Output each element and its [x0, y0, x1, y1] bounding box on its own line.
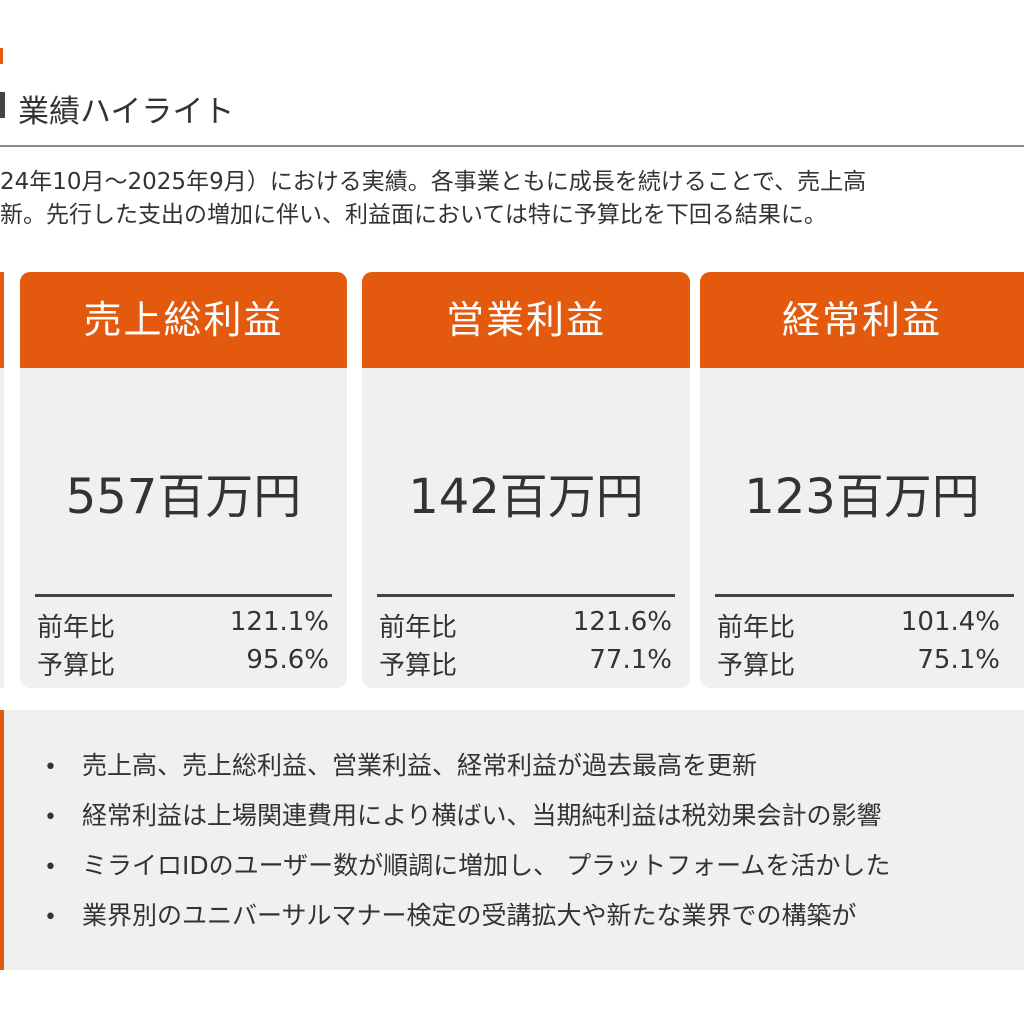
intro-line-1: 24年10月～2025年9月）における実績。各事業ともに成長を続けることで、売上… [0, 169, 867, 195]
budget-value: 95.6% [246, 645, 329, 675]
bullet-icon: • [44, 905, 57, 930]
notes-accent-bar [0, 710, 4, 970]
yoy-label: 前年比 [717, 613, 796, 643]
card-title: 営業利益 [362, 272, 690, 368]
metric-card-ordinary-profit: 経常利益 123百万円 前年比 101.4% 予算比 75.1% [700, 272, 1024, 688]
list-item: • 売上高、売上総利益、営業利益、経常利益が過去最高を更新 [44, 751, 758, 780]
yoy-value: 101.4% [900, 607, 1000, 637]
accent-mark [0, 48, 3, 64]
card-value: 123百万円 [744, 469, 980, 525]
yoy-value: 121.6% [572, 607, 672, 637]
metric-card-gross-profit: 売上総利益 557百万円 前年比 121.1% 予算比 95.6% [20, 272, 347, 688]
card-title: 経常利益 [700, 272, 1024, 368]
cut-off-card-edge [0, 272, 4, 688]
card-divider [377, 594, 675, 597]
intro-text: 24年10月～2025年9月）における実績。各事業ともに成長を続けることで、売上… [0, 166, 1024, 232]
section-header: 業績ハイライト [0, 82, 1024, 132]
budget-label: 予算比 [717, 651, 796, 681]
card-divider [35, 594, 332, 597]
metric-card-operating-profit: 営業利益 142百万円 前年比 121.6% 予算比 77.1% [362, 272, 690, 688]
budget-label: 予算比 [379, 651, 458, 681]
yoy-row: 前年比 121.6% [377, 607, 672, 643]
bullet-icon: • [44, 805, 57, 830]
card-divider [715, 594, 1014, 597]
card-title: 売上総利益 [20, 272, 347, 368]
budget-value: 75.1% [917, 645, 1000, 675]
yoy-row: 前年比 101.4% [715, 607, 1000, 643]
list-item: • 業界別のユニバーサルマナー検定の受講拡大や新たな業界での構築が [44, 901, 857, 930]
highlights-notes: • 売上高、売上総利益、営業利益、経常利益が過去最高を更新 • 経常利益は上場関連費… [0, 710, 1024, 970]
yoy-label: 前年比 [37, 613, 116, 643]
bullet-icon: • [44, 755, 57, 780]
yoy-label: 前年比 [379, 613, 458, 643]
budget-row: 予算比 75.1% [715, 645, 1000, 681]
list-item: • ミライロIDのユーザー数が順調に増加し、 プラットフォームを活かした [44, 851, 891, 880]
budget-value: 77.1% [589, 645, 672, 675]
budget-row: 予算比 95.6% [35, 645, 329, 681]
budget-label: 予算比 [37, 651, 116, 681]
list-item: • 経常利益は上場関連費用により横ばい、当期純利益は税効果会計の影響 [44, 801, 882, 830]
yoy-row: 前年比 121.1% [35, 607, 329, 643]
card-value: 557百万円 [65, 469, 302, 525]
intro-line-2: 新。先行した支出の増加に伴い、利益面においては特に予算比を下回る結果に。 [0, 202, 827, 228]
yoy-value: 121.1% [229, 607, 329, 637]
bullet-icon: • [44, 855, 57, 880]
title-divider [0, 145, 1024, 147]
page-title: 業績ハイライト [18, 94, 235, 130]
card-value: 142百万円 [408, 469, 644, 525]
budget-row: 予算比 77.1% [377, 645, 672, 681]
title-bar-marker [0, 92, 5, 118]
